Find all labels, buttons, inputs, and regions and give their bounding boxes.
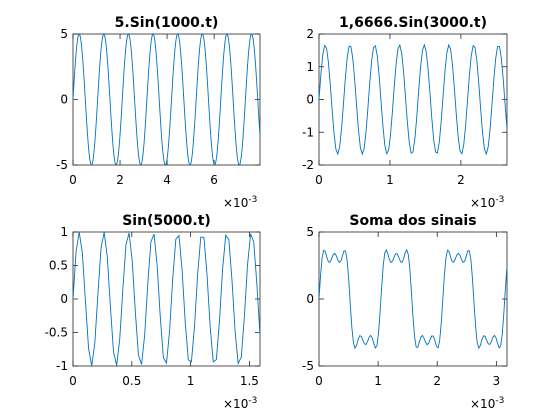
- subplot-sine-5000: Sin(5000.t) 0 0.5 1 1.5 -1 -0.5 0 0.5 1 ×10-3: [45, 213, 261, 411]
- subplot-sum-of-signals: Soma dos sinais 0 1 2 3-505 ×10-3: [302, 213, 508, 411]
- x-tick-label: 1: [374, 374, 382, 388]
- axes-box: [72, 231, 261, 367]
- axes-box: [72, 33, 261, 166]
- series-line: [318, 248, 508, 350]
- y-tick-label: 1: [60, 225, 68, 239]
- axes-box: [318, 231, 508, 367]
- y-tick-label: 5: [306, 225, 314, 239]
- x-exponent-label: ×10-3: [470, 396, 504, 411]
- series-line: [318, 43, 508, 156]
- x-tick-label: 0: [69, 374, 77, 388]
- x-exponent-base: ×10: [223, 196, 248, 210]
- x-exponent-base: ×10: [470, 196, 495, 210]
- x-exponent-label: ×10-3: [223, 396, 257, 411]
- series-line: [72, 33, 261, 166]
- y-tick-label: 0: [60, 93, 68, 107]
- y-tick-label: 0: [306, 292, 314, 306]
- x-tick-label: 2: [457, 173, 465, 187]
- y-tick-label: -1: [302, 125, 314, 139]
- y-tick-label: 1: [306, 60, 314, 74]
- x-exponent-base: ×10: [223, 397, 248, 411]
- x-tick-label: 0: [315, 173, 323, 187]
- x-exponent-base: ×10: [470, 397, 495, 411]
- y-tick-label: 5: [60, 27, 68, 41]
- x-tick-label: 4: [163, 173, 171, 187]
- tick-group: 0 2 4 6-505: [56, 27, 260, 187]
- x-tick-label: 0: [69, 173, 77, 187]
- x-exponent-label: ×10-3: [223, 195, 257, 210]
- y-tick-label: -2: [302, 158, 314, 172]
- y-tick-label: -0.5: [45, 326, 68, 340]
- y-tick-label: -5: [302, 359, 314, 373]
- subplot-sine-1000: 5.Sin(1000.t) 0 2 4 6-505 ×10-3: [56, 15, 261, 210]
- x-tick-label: 0.5: [122, 374, 141, 388]
- subplot-sine-3000: 1,6666.Sin(3000.t) 0 1 2 -2 -1 0 1 2 ×10-3: [302, 15, 508, 210]
- x-tick-label: 6: [210, 173, 218, 187]
- y-tick-label: 0: [306, 93, 314, 107]
- y-tick-label: -1: [56, 359, 68, 373]
- series-line: [72, 231, 261, 366]
- x-exponent-power: -3: [495, 195, 504, 205]
- x-tick-label: 1: [187, 374, 195, 388]
- chart-title: Sin(5000.t): [122, 213, 211, 229]
- x-tick-label: 3: [493, 374, 501, 388]
- chart-title: 5.Sin(1000.t): [115, 15, 219, 31]
- x-tick-label: 0: [315, 374, 323, 388]
- axes-box: [318, 33, 508, 166]
- tick-group: 0 0.5 1 1.5 -1 -0.5 0 0.5 1: [45, 225, 260, 388]
- y-tick-label: 0.5: [49, 259, 68, 273]
- chart-title: 1,6666.Sin(3000.t): [339, 15, 487, 31]
- x-exponent-power: -3: [248, 396, 257, 406]
- x-exponent-power: -3: [495, 396, 504, 406]
- tick-group: 0 1 2 -2 -1 0 1 2: [302, 27, 507, 187]
- tick-group: 0 1 2 3-505: [302, 225, 507, 388]
- y-tick-label: 2: [306, 27, 314, 41]
- x-tick-label: 1.5: [240, 374, 259, 388]
- y-tick-label: 0: [60, 292, 68, 306]
- x-exponent-label: ×10-3: [470, 195, 504, 210]
- y-tick-label: -5: [56, 158, 68, 172]
- x-tick-label: 2: [433, 374, 441, 388]
- x-tick-label: 1: [386, 173, 394, 187]
- chart-title: Soma dos sinais: [349, 213, 476, 229]
- x-tick-label: 2: [116, 173, 124, 187]
- x-exponent-power: -3: [248, 195, 257, 205]
